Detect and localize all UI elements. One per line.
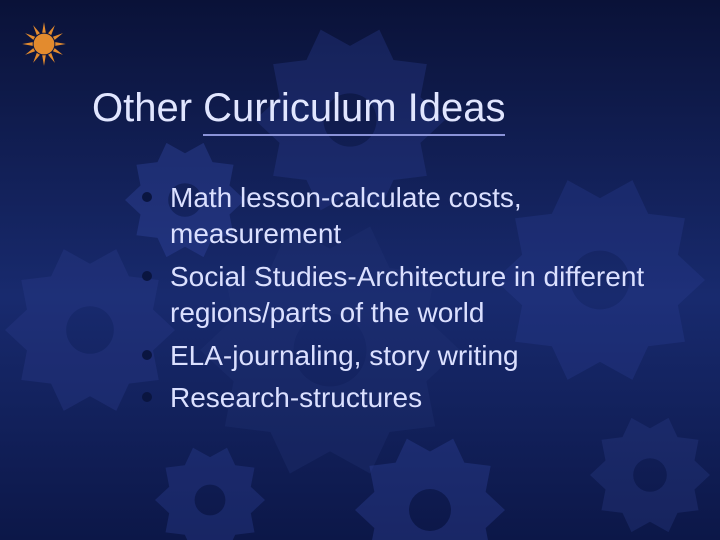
title-text-underlined: Curriculum Ideas [203,86,505,136]
bullet-icon [142,392,152,402]
bullet-item: ELA-journaling, story writing [170,338,660,374]
bullet-text: ELA-journaling, story writing [170,340,519,371]
bullet-text: Social Studies-Architecture in different… [170,261,644,328]
bullet-item: Social Studies-Architecture in different… [170,259,660,332]
bullet-item: Math lesson-calculate costs, measurement [170,180,660,253]
bullet-icon [142,350,152,360]
bullet-icon [142,271,152,281]
bullet-item: Research-structures [170,380,660,416]
slide-body: Math lesson-calculate costs, measurement… [170,180,660,422]
sun-icon [18,18,70,70]
bullet-text: Research-structures [170,382,422,413]
bullet-text: Math lesson-calculate costs, measurement [170,182,522,249]
bullet-icon [142,192,152,202]
slide: Other Curriculum Ideas Math lesson-calcu… [0,0,720,540]
slide-title: Other Curriculum Ideas [92,86,505,131]
title-text-plain: Other [92,86,203,130]
